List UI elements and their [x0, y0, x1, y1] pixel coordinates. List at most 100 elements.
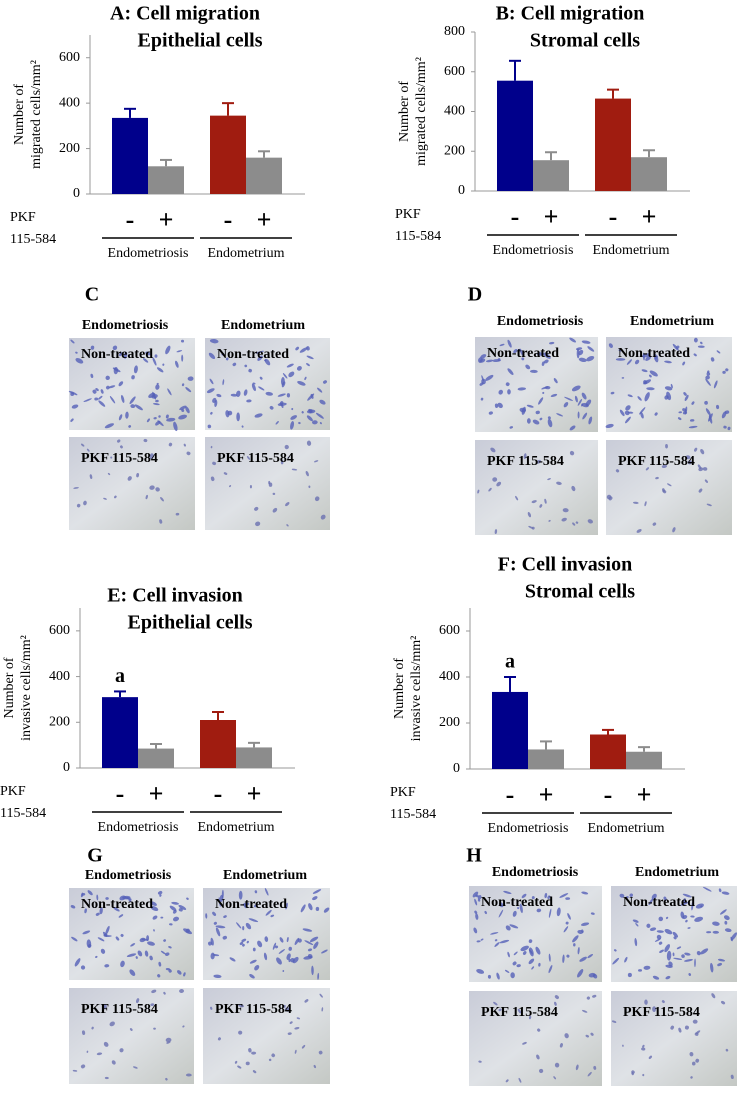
cell: [249, 959, 257, 964]
cell: [83, 500, 87, 506]
micrograph: [69, 988, 194, 1084]
cell: [302, 928, 313, 932]
cell: [169, 905, 177, 912]
cell: [99, 907, 103, 915]
cell: [109, 1021, 115, 1027]
cell: [573, 943, 576, 947]
cell: [539, 417, 543, 421]
x-tick-label: -: [511, 202, 520, 231]
cell: [268, 1058, 272, 1062]
cell: [155, 384, 160, 390]
cell: [265, 909, 272, 916]
cell: [288, 958, 291, 963]
cell: [71, 404, 79, 409]
cell: [695, 1058, 700, 1063]
cell: [648, 1055, 653, 1059]
cell: [490, 447, 496, 453]
cell: [276, 957, 282, 965]
cell: [277, 393, 286, 397]
cell: [107, 472, 111, 476]
cell: [713, 380, 718, 389]
cell: [156, 367, 164, 373]
cell: [556, 481, 562, 485]
cell: [705, 408, 711, 416]
cell: [658, 916, 664, 922]
cell: [642, 1044, 645, 1048]
cell: [525, 364, 531, 370]
cell: [569, 425, 576, 431]
cell: [717, 958, 726, 962]
cell: [86, 448, 90, 452]
cell: [147, 941, 155, 946]
cell: [678, 411, 683, 414]
y-tick-label: 400: [444, 104, 465, 119]
cell: [504, 969, 510, 973]
cell: [143, 438, 148, 443]
x-tick-label: -: [126, 205, 135, 234]
cell: [241, 938, 247, 943]
cell: [684, 959, 693, 962]
cell: [304, 376, 307, 381]
cell: [656, 934, 662, 940]
cell: [252, 947, 256, 952]
cell: [70, 339, 75, 344]
y-axis-label: migrated cells/mm²: [29, 60, 44, 169]
bar: [631, 157, 667, 191]
cell: [173, 421, 178, 432]
cell: [565, 921, 569, 925]
cell: [610, 391, 615, 395]
cell: [574, 395, 578, 403]
cell: [179, 988, 185, 994]
cell: [313, 1064, 317, 1069]
y-tick-label: 0: [73, 186, 80, 201]
cell: [649, 927, 657, 931]
cell: [654, 938, 661, 942]
cell: [255, 350, 265, 354]
cell: [152, 403, 160, 406]
cell: [296, 366, 302, 371]
x-tick-label: -: [609, 202, 618, 231]
cell: [279, 401, 284, 406]
cell: [248, 368, 252, 373]
cell: [629, 893, 633, 897]
cell: [105, 375, 110, 381]
cell: [88, 944, 92, 948]
cell: [148, 392, 156, 399]
cell: [263, 952, 268, 961]
cell: [523, 453, 527, 460]
cell: [136, 472, 140, 478]
cell: [672, 343, 679, 351]
cell: [152, 915, 158, 920]
cell: [305, 470, 309, 477]
cell: [187, 376, 194, 381]
cell: [547, 418, 553, 428]
y-axis-label: invasive cells/mm²: [409, 636, 424, 742]
cell: [282, 970, 285, 973]
cell: [580, 922, 590, 926]
cell: [643, 379, 652, 385]
cell: [575, 1064, 579, 1071]
cell: [149, 955, 153, 961]
cell: [640, 412, 644, 419]
cell: [720, 909, 727, 915]
cell: [685, 455, 691, 460]
cell: [651, 893, 657, 900]
cell: [258, 386, 265, 391]
column-header: Endometriosis: [492, 865, 579, 880]
cell: [113, 366, 119, 375]
cell: [306, 415, 313, 422]
cell: [497, 358, 501, 361]
cell: [314, 496, 320, 502]
cell: [154, 354, 158, 358]
y-tick-label: 0: [63, 760, 70, 775]
cell: [690, 915, 695, 918]
cell: [165, 1077, 168, 1081]
cell: [692, 1019, 698, 1024]
cell: [311, 420, 318, 425]
cell: [722, 370, 726, 374]
cell: [134, 404, 143, 411]
treatment-label: PKF: [395, 207, 421, 222]
cell: [572, 522, 576, 526]
cell: [94, 397, 99, 401]
